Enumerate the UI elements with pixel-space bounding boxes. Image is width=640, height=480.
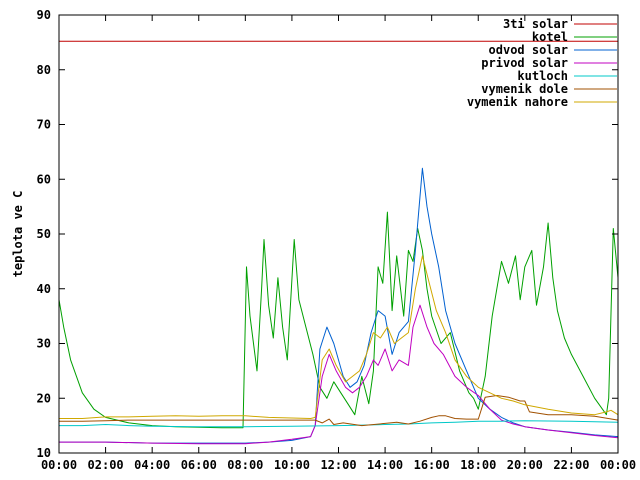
series-line-vymenik-dole: [59, 395, 619, 427]
x-tick-label: 22:00: [553, 458, 589, 472]
series-line-vymenik-nahore: [59, 255, 619, 419]
x-tick-label: 20:00: [507, 458, 543, 472]
x-tick-label: 00:00: [41, 458, 77, 472]
x-tick-label: 18:00: [460, 458, 496, 472]
x-tick-label: 04:00: [134, 458, 170, 472]
y-tick-label: 30: [37, 337, 51, 351]
y-tick-label: 90: [37, 8, 51, 22]
series-line-privod-solar: [59, 304, 619, 445]
y-tick-label: 40: [37, 282, 51, 296]
legend-label: 3ti solar: [503, 17, 568, 31]
x-tick-label: 16:00: [414, 458, 450, 472]
series-line-kotel: [58, 211, 619, 429]
x-tick-label: 14:00: [367, 458, 403, 472]
x-tick-label: 08:00: [227, 458, 263, 472]
series-layer: [58, 40, 619, 445]
ticks-layer: 10 20 30 40 50 60 70 80 90 00:00 02:00 04:00 06:00 08…: [37, 8, 637, 472]
legend-label: kotel: [532, 30, 568, 44]
x-tick-label: 06:00: [181, 458, 217, 472]
legend-label: privod solar: [481, 56, 568, 70]
y-tick-label: 10: [37, 446, 51, 460]
y-tick-label: 20: [37, 391, 51, 405]
y-tick-label: 50: [37, 227, 51, 241]
x-tick-label: 10:00: [274, 458, 310, 472]
x-tick-label: 00:00: [600, 458, 636, 472]
x-tick-label: 12:00: [320, 458, 356, 472]
y-tick-label: 80: [37, 63, 51, 77]
x-tick-label: 02:00: [88, 458, 124, 472]
legend-label: kutloch: [517, 69, 568, 83]
series-line-odvod-solar: [59, 167, 619, 444]
legend-label: odvod solar: [489, 43, 568, 57]
legend-label: vymenik nahore: [467, 95, 568, 109]
legend-label: vymenik dole: [481, 82, 568, 96]
y-axis-label: teplota ve C: [11, 191, 25, 278]
y-tick-label: 60: [37, 172, 51, 186]
y-tick-label: 70: [37, 118, 51, 132]
